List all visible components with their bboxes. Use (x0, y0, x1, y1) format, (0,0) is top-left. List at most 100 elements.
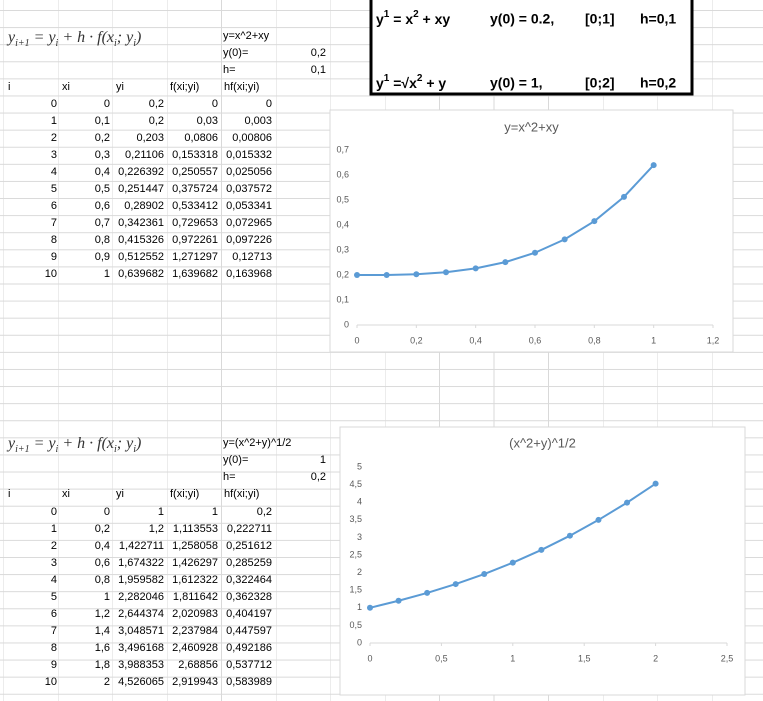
table-cell: 4,526065 (118, 676, 164, 688)
text-part: y (376, 11, 384, 27)
y-tick-label: 0,4 (336, 219, 349, 229)
formula: yi+1 = yi + h · f(xi; yi) (6, 29, 141, 49)
table-cell: 2,68856 (178, 659, 218, 671)
table-cell: 0,00806 (232, 132, 272, 144)
data-point (443, 269, 449, 276)
x-tick-label: 0,5 (435, 653, 448, 663)
table-cell: 1,2 (95, 608, 110, 620)
table-cell: 0,7 (95, 217, 110, 229)
table-cell: 2,644374 (118, 608, 164, 620)
table-cell: 1,271297 (172, 251, 218, 263)
table-cell: 0,3 (95, 149, 110, 161)
initial-condition: y(0) = 0.2, (490, 11, 554, 27)
text-part: i (133, 38, 136, 49)
table-cell: 1,674322 (118, 557, 164, 569)
table-cell: 1 (51, 115, 57, 127)
data-point (561, 236, 568, 243)
step: h=0,2 (640, 75, 676, 91)
interval: [0;1] (585, 11, 615, 27)
table-cell: 1,113553 (173, 523, 218, 535)
text-part: ; y (117, 29, 134, 46)
table-cell: 0,251447 (118, 183, 164, 195)
table-cell: 0,9 (95, 251, 110, 263)
data-point (591, 218, 598, 225)
text-part: i (133, 444, 136, 455)
text-part: i+1 (15, 38, 30, 49)
initial-condition: y(0) = 1, (490, 75, 543, 91)
table-cell: 0,4 (95, 540, 110, 552)
text-part: i (114, 38, 117, 49)
task-box (369, 0, 694, 96)
text-part: + h · f(x (58, 29, 114, 46)
param-value: 0,1 (311, 64, 326, 76)
table-cell: 0,072965 (226, 217, 272, 229)
table-cell: 0,342361 (118, 217, 164, 229)
data-point (538, 546, 545, 553)
table-cell: 0,015332 (226, 149, 272, 161)
table-cell: 3,988353 (118, 659, 164, 671)
table-cell: 0,053341 (226, 200, 272, 212)
y-tick-label: 3,5 (349, 514, 362, 524)
data-point (652, 480, 659, 487)
x-tick-label: 0,6 (529, 335, 542, 345)
text-part: + xy (419, 11, 451, 27)
table-cell: 0,415326 (118, 234, 164, 246)
y-tick-label: 5 (357, 461, 362, 471)
data-point (502, 259, 509, 266)
table-cell: 0,2 (95, 132, 110, 144)
table-cell: 0,512552 (118, 251, 164, 263)
table-cell: 2,919943 (172, 676, 218, 688)
y-tick-label: 0,5 (349, 620, 362, 630)
y-tick-label: 0,3 (336, 244, 349, 254)
y-tick-label: 1 (357, 602, 362, 612)
text-part: 2 (417, 73, 423, 84)
table-cell: 0,2 (149, 115, 164, 127)
table-cell: 0,972261 (172, 234, 218, 246)
param-value: 1 (320, 454, 326, 466)
data-point (452, 581, 459, 588)
y-tick-label: 2 (357, 567, 362, 577)
table-cell: 7 (51, 625, 57, 637)
x-tick-label: 1,5 (578, 653, 591, 663)
table-cell: 0,492186 (226, 642, 272, 654)
table-cell: 0,2 (257, 506, 272, 518)
table-cell: 0,153318 (172, 149, 218, 161)
table-cell: 0 (104, 98, 110, 110)
text-part: = y (30, 29, 57, 46)
chart-area (339, 426, 746, 696)
table-cell: 0,097226 (226, 234, 272, 246)
table-cell: 1,811642 (173, 591, 218, 603)
table-cell: 8 (51, 234, 57, 246)
x-tick-label: 1,2 (707, 335, 720, 345)
column-header: yi (116, 81, 124, 93)
table-cell: 0,21106 (125, 149, 164, 161)
data-point (367, 604, 373, 611)
data-point (566, 532, 573, 539)
table-cell: 0,251612 (226, 540, 272, 552)
text-part: ) (135, 29, 141, 46)
data-point (532, 249, 538, 256)
table-cell: 0,163968 (226, 268, 272, 280)
column-header: f(xi;yi) (170, 81, 199, 93)
x-tick-label: 0,8 (588, 335, 601, 345)
x-tick-label: 0,2 (410, 335, 423, 345)
y-tick-label: 0,2 (336, 269, 349, 279)
text-part: ) (135, 435, 141, 452)
y-tick-label: 0,5 (336, 194, 349, 204)
param-value: 0,2 (311, 47, 326, 59)
param-value: 0,2 (311, 471, 326, 483)
table-cell: 0,6 (95, 557, 110, 569)
formula: yi+1 = yi + h · f(xi; yi) (6, 435, 141, 455)
table-cell: 0,537712 (226, 659, 272, 671)
x-tick-label: 1 (651, 335, 656, 345)
equation: y1 =√x2 + y (376, 73, 446, 91)
table-cell: 0,533412 (172, 200, 218, 212)
data-point (354, 272, 360, 278)
y-tick-label: 0 (344, 319, 349, 329)
y-tick-label: 3 (357, 532, 362, 542)
table-cell: 0,2 (149, 98, 164, 110)
table-cell: 10 (45, 676, 57, 688)
table-cell: 0,28902 (124, 200, 164, 212)
text-part: = y (30, 435, 57, 452)
table-cell: 10 (45, 268, 57, 280)
